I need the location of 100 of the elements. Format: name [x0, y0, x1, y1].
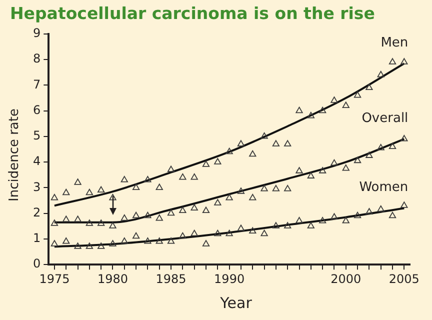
point	[307, 112, 314, 118]
point	[202, 240, 210, 246]
point	[144, 176, 152, 182]
point	[202, 160, 210, 167]
point	[50, 240, 58, 246]
y-tick-label: 6	[32, 102, 41, 117]
point	[156, 184, 163, 190]
point	[272, 140, 280, 146]
point	[98, 220, 105, 226]
point	[342, 102, 350, 108]
point	[86, 220, 93, 226]
point	[296, 216, 303, 224]
point	[167, 166, 175, 172]
point	[86, 242, 93, 249]
point	[237, 224, 245, 231]
y-tick-label: 9	[32, 26, 41, 40]
point	[296, 167, 303, 174]
point	[50, 194, 58, 200]
point	[74, 216, 82, 222]
point	[260, 230, 268, 236]
point	[62, 216, 70, 222]
point	[284, 222, 292, 228]
x-tick-label: 1990	[214, 272, 245, 286]
series-label: Men	[380, 35, 408, 50]
point	[190, 173, 198, 180]
point	[109, 194, 116, 200]
point	[214, 158, 222, 164]
point	[120, 214, 128, 221]
y-tick-label: 8	[32, 52, 41, 66]
point	[330, 213, 338, 220]
point	[202, 206, 210, 214]
point	[237, 188, 245, 194]
point	[179, 206, 186, 214]
point	[377, 70, 384, 78]
point	[354, 156, 362, 164]
point	[342, 216, 350, 224]
point	[132, 232, 140, 239]
point	[260, 132, 268, 139]
point	[284, 140, 292, 146]
point	[272, 222, 280, 228]
series-label: Women	[359, 180, 408, 196]
point	[132, 212, 140, 218]
point	[190, 230, 198, 236]
point	[62, 237, 70, 244]
x-tick-label: 2005	[388, 272, 420, 286]
point	[319, 167, 326, 174]
point	[296, 106, 303, 114]
point	[120, 176, 128, 182]
point	[98, 186, 105, 193]
point	[272, 184, 280, 192]
point	[190, 204, 198, 210]
x-tick-label: 1975	[39, 272, 70, 286]
point	[74, 178, 82, 185]
point	[284, 184, 292, 192]
point	[144, 237, 152, 244]
x-tick-label: 1985	[156, 272, 186, 286]
y-tick-label: 5	[32, 128, 41, 143]
point	[307, 222, 314, 228]
point	[109, 240, 116, 246]
point	[214, 230, 222, 236]
point	[226, 230, 233, 236]
x-axis-title: Year	[219, 294, 253, 312]
point	[132, 184, 140, 190]
series-label: Overall	[362, 110, 408, 126]
y-axis-title: Incidence rate	[6, 108, 22, 202]
point	[330, 159, 338, 166]
point	[400, 58, 408, 64]
point	[354, 212, 362, 218]
point	[388, 212, 396, 218]
point	[377, 144, 384, 150]
x-tick-label: 2000	[330, 272, 362, 286]
point	[388, 142, 396, 149]
point	[179, 173, 186, 180]
point	[249, 227, 256, 234]
point	[249, 194, 256, 200]
x-tick-label: 1980	[97, 272, 128, 286]
point	[400, 202, 408, 208]
point	[354, 91, 362, 98]
point	[179, 232, 186, 239]
point	[214, 199, 222, 206]
chart-title: Hepatocellular carcinoma is on the rise	[10, 4, 375, 23]
point	[319, 106, 326, 114]
point	[366, 208, 373, 214]
point	[109, 222, 116, 228]
point	[342, 164, 350, 171]
point	[120, 237, 128, 244]
point	[377, 205, 384, 212]
point	[167, 237, 175, 244]
point	[144, 212, 152, 218]
point	[156, 237, 163, 244]
point	[319, 216, 326, 224]
point	[366, 84, 373, 90]
y-tick-label: 7	[32, 77, 41, 92]
point	[50, 220, 58, 226]
point	[226, 148, 233, 154]
point	[366, 152, 373, 158]
point	[249, 150, 256, 157]
point	[388, 58, 396, 64]
y-tick-label: 4	[32, 154, 41, 168]
y-tick-label: 2	[32, 205, 41, 220]
